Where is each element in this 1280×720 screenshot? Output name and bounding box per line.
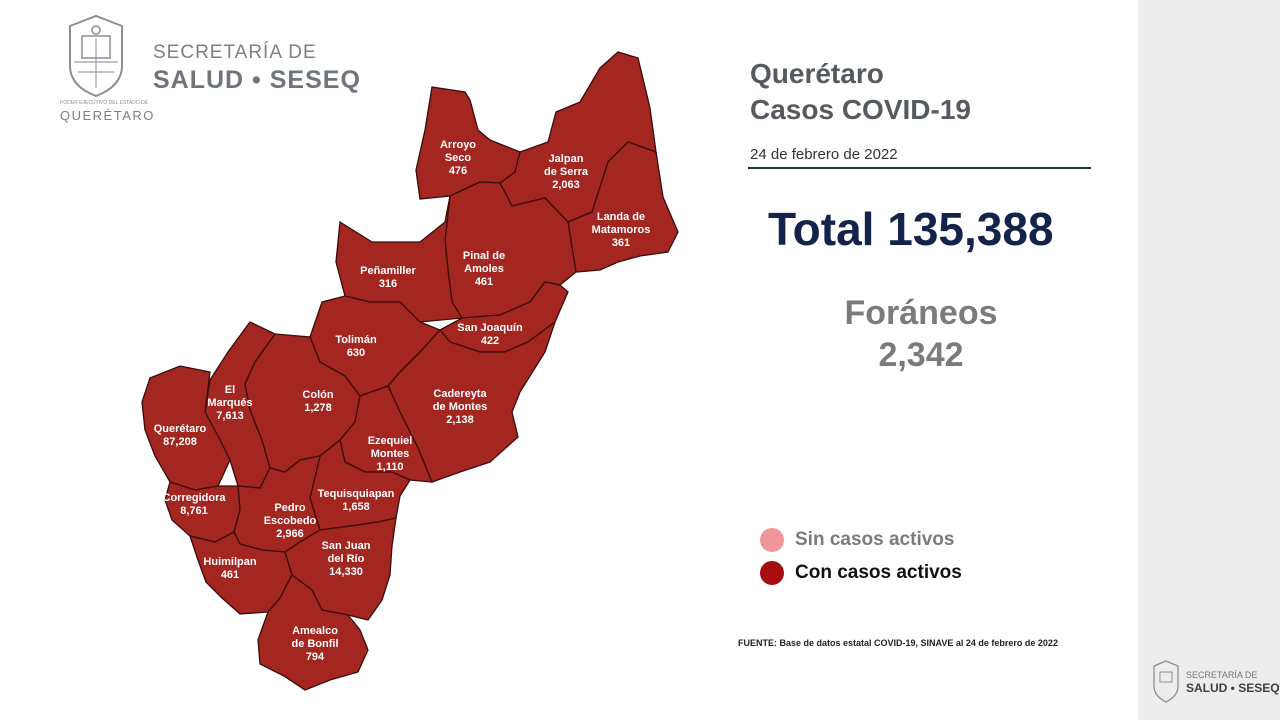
municipality-label: Tolimán 630 — [335, 334, 377, 359]
municipality-name: Amealco — [292, 625, 338, 637]
report-date: 24 de febrero de 2022 — [750, 146, 898, 163]
municipality-name: El — [225, 384, 235, 396]
municipality-label: Ezequiel Montes 1,110 — [368, 435, 413, 473]
municipality-name: Arroyo — [440, 139, 476, 151]
legend-label: Con casos activos — [795, 562, 962, 583]
municipality-case-count: 1,110 — [377, 461, 404, 473]
title-state: Querétaro — [750, 58, 884, 89]
mini-logo-line1: SECRETARÍA DE — [1186, 670, 1258, 680]
municipality-case-count: 794 — [306, 651, 325, 663]
data-source-note: FUENTE: Base de datos estatal COVID-19, … — [738, 638, 1058, 648]
municipality-name: Peñamiller — [360, 265, 416, 277]
municipality-name: Querétaro — [154, 423, 207, 435]
municipality-label: Pedro Escobedo 2,966 — [264, 502, 317, 540]
legend-dot-icon — [760, 528, 784, 552]
legend-dot-icon — [760, 561, 784, 585]
right-side-panel — [1138, 0, 1280, 720]
municipality-case-count: 2,138 — [446, 414, 474, 426]
municipality-label: Jalpan de Serra 2,063 — [544, 153, 589, 191]
municipality-name: Escobedo — [264, 515, 317, 527]
municipality-name: San Juan — [322, 540, 371, 552]
municipality-case-count: 1,658 — [342, 501, 370, 513]
municipality-name: Cadereyta — [433, 388, 487, 400]
municipality-name: Marqués — [207, 397, 252, 409]
mini-logo-line2: SALUD • SESEQ — [1186, 681, 1280, 695]
municipality-label: Huimilpan 461 — [203, 556, 256, 581]
municipality-case-count: 461 — [221, 569, 239, 581]
state-name: QUERÉTARO — [60, 108, 155, 123]
title-divider — [748, 167, 1091, 169]
municipality-name: de Bonfil — [291, 638, 338, 650]
municipality-label: San Juan del Río 14,330 — [322, 540, 371, 578]
municipality-name: Corregidora — [163, 492, 227, 504]
municipality-case-count: 461 — [475, 276, 493, 288]
legend-item-no-active: Sin casos activos — [760, 527, 954, 553]
municipality-label: Arroyo Seco 476 — [440, 139, 476, 177]
municipality-case-count: 361 — [612, 237, 630, 249]
municipality-case-count: 476 — [449, 165, 467, 177]
municipality-case-count: 316 — [379, 278, 397, 290]
foreign-cases-value: 2,342 — [878, 336, 964, 374]
total-cases: Total 135,388 — [768, 203, 1054, 255]
municipality-name: Huimilpan — [203, 556, 256, 568]
municipality-name: de Montes — [433, 401, 487, 413]
municipality-label: Cadereyta de Montes 2,138 — [433, 388, 488, 426]
municipality-name: Matamoros — [592, 224, 651, 236]
title-subject: Casos COVID-19 — [750, 94, 971, 125]
state-coat-of-arms-icon — [1153, 660, 1179, 703]
municipality-label: Landa de Matamoros 361 — [592, 211, 651, 249]
municipality-case-count: 422 — [481, 335, 499, 347]
region-amealco — [257, 574, 369, 691]
municipality-name: Ezequiel — [368, 435, 413, 447]
municipality-label: Tequisquiapan 1,658 — [318, 488, 395, 513]
legend-item-active: Con casos activos — [760, 560, 962, 586]
region-landa-de-matamoros — [567, 141, 679, 273]
state-coat-of-arms-icon — [69, 14, 123, 98]
municipality-case-count: 14,330 — [329, 566, 363, 578]
government-caption: PODER EJECUTIVO DEL ESTADO DE — [60, 100, 149, 106]
municipality-case-count: 7,613 — [216, 410, 244, 422]
municipality-name: San Joaquín — [457, 322, 523, 334]
municipality-name: Montes — [371, 448, 410, 460]
municipality-case-count: 630 — [347, 347, 365, 359]
seseq-mini-logo: SECRETARÍA DE SALUD • SESEQ — [1150, 660, 1280, 709]
municipality-name: Tolimán — [335, 334, 377, 346]
municipality-label: Corregidora 8,761 — [163, 492, 227, 517]
municipality-label: El Marqués 7,613 — [207, 384, 252, 422]
municipality-label: Amealco de Bonfil 794 — [291, 625, 338, 663]
municipality-name: Landa de — [597, 211, 645, 223]
municipality-name: Pinal de — [463, 250, 505, 262]
municipality-case-count: 2,063 — [552, 179, 580, 191]
municipality-name: Amoles — [464, 263, 504, 275]
municipality-name: de Serra — [544, 166, 589, 178]
municipality-name: Seco — [445, 152, 472, 164]
municipality-regions — [141, 51, 679, 691]
municipality-case-count: 87,208 — [163, 436, 197, 448]
org-name-line2: SALUD • SESEQ — [153, 66, 361, 94]
municipality-name: Jalpan — [549, 153, 584, 165]
foreign-cases-label: Foráneos — [844, 294, 998, 332]
municipality-label: Querétaro 87,208 — [154, 423, 207, 448]
municipality-name: Pedro — [274, 502, 305, 514]
municipality-case-count: 8,761 — [180, 505, 208, 517]
municipality-label: Colón 1,278 — [302, 389, 333, 414]
municipality-label: Peñamiller 316 — [360, 265, 416, 290]
seseq-logo: SECRETARÍA DE SALUD • SESEQ PODER EJECUT… — [60, 14, 360, 123]
org-name-line1: SECRETARÍA DE — [153, 42, 317, 63]
municipality-name: Tequisquiapan — [318, 488, 395, 500]
municipality-label: Pinal de Amoles 461 — [463, 250, 505, 288]
municipality-name: del Río — [328, 553, 365, 565]
municipality-label: San Joaquín 422 — [457, 322, 523, 347]
municipality-case-count: 1,278 — [304, 402, 332, 414]
legend-label: Sin casos activos — [795, 529, 955, 550]
municipality-case-count: 2,966 — [276, 528, 304, 540]
municipality-name: Colón — [302, 389, 333, 401]
